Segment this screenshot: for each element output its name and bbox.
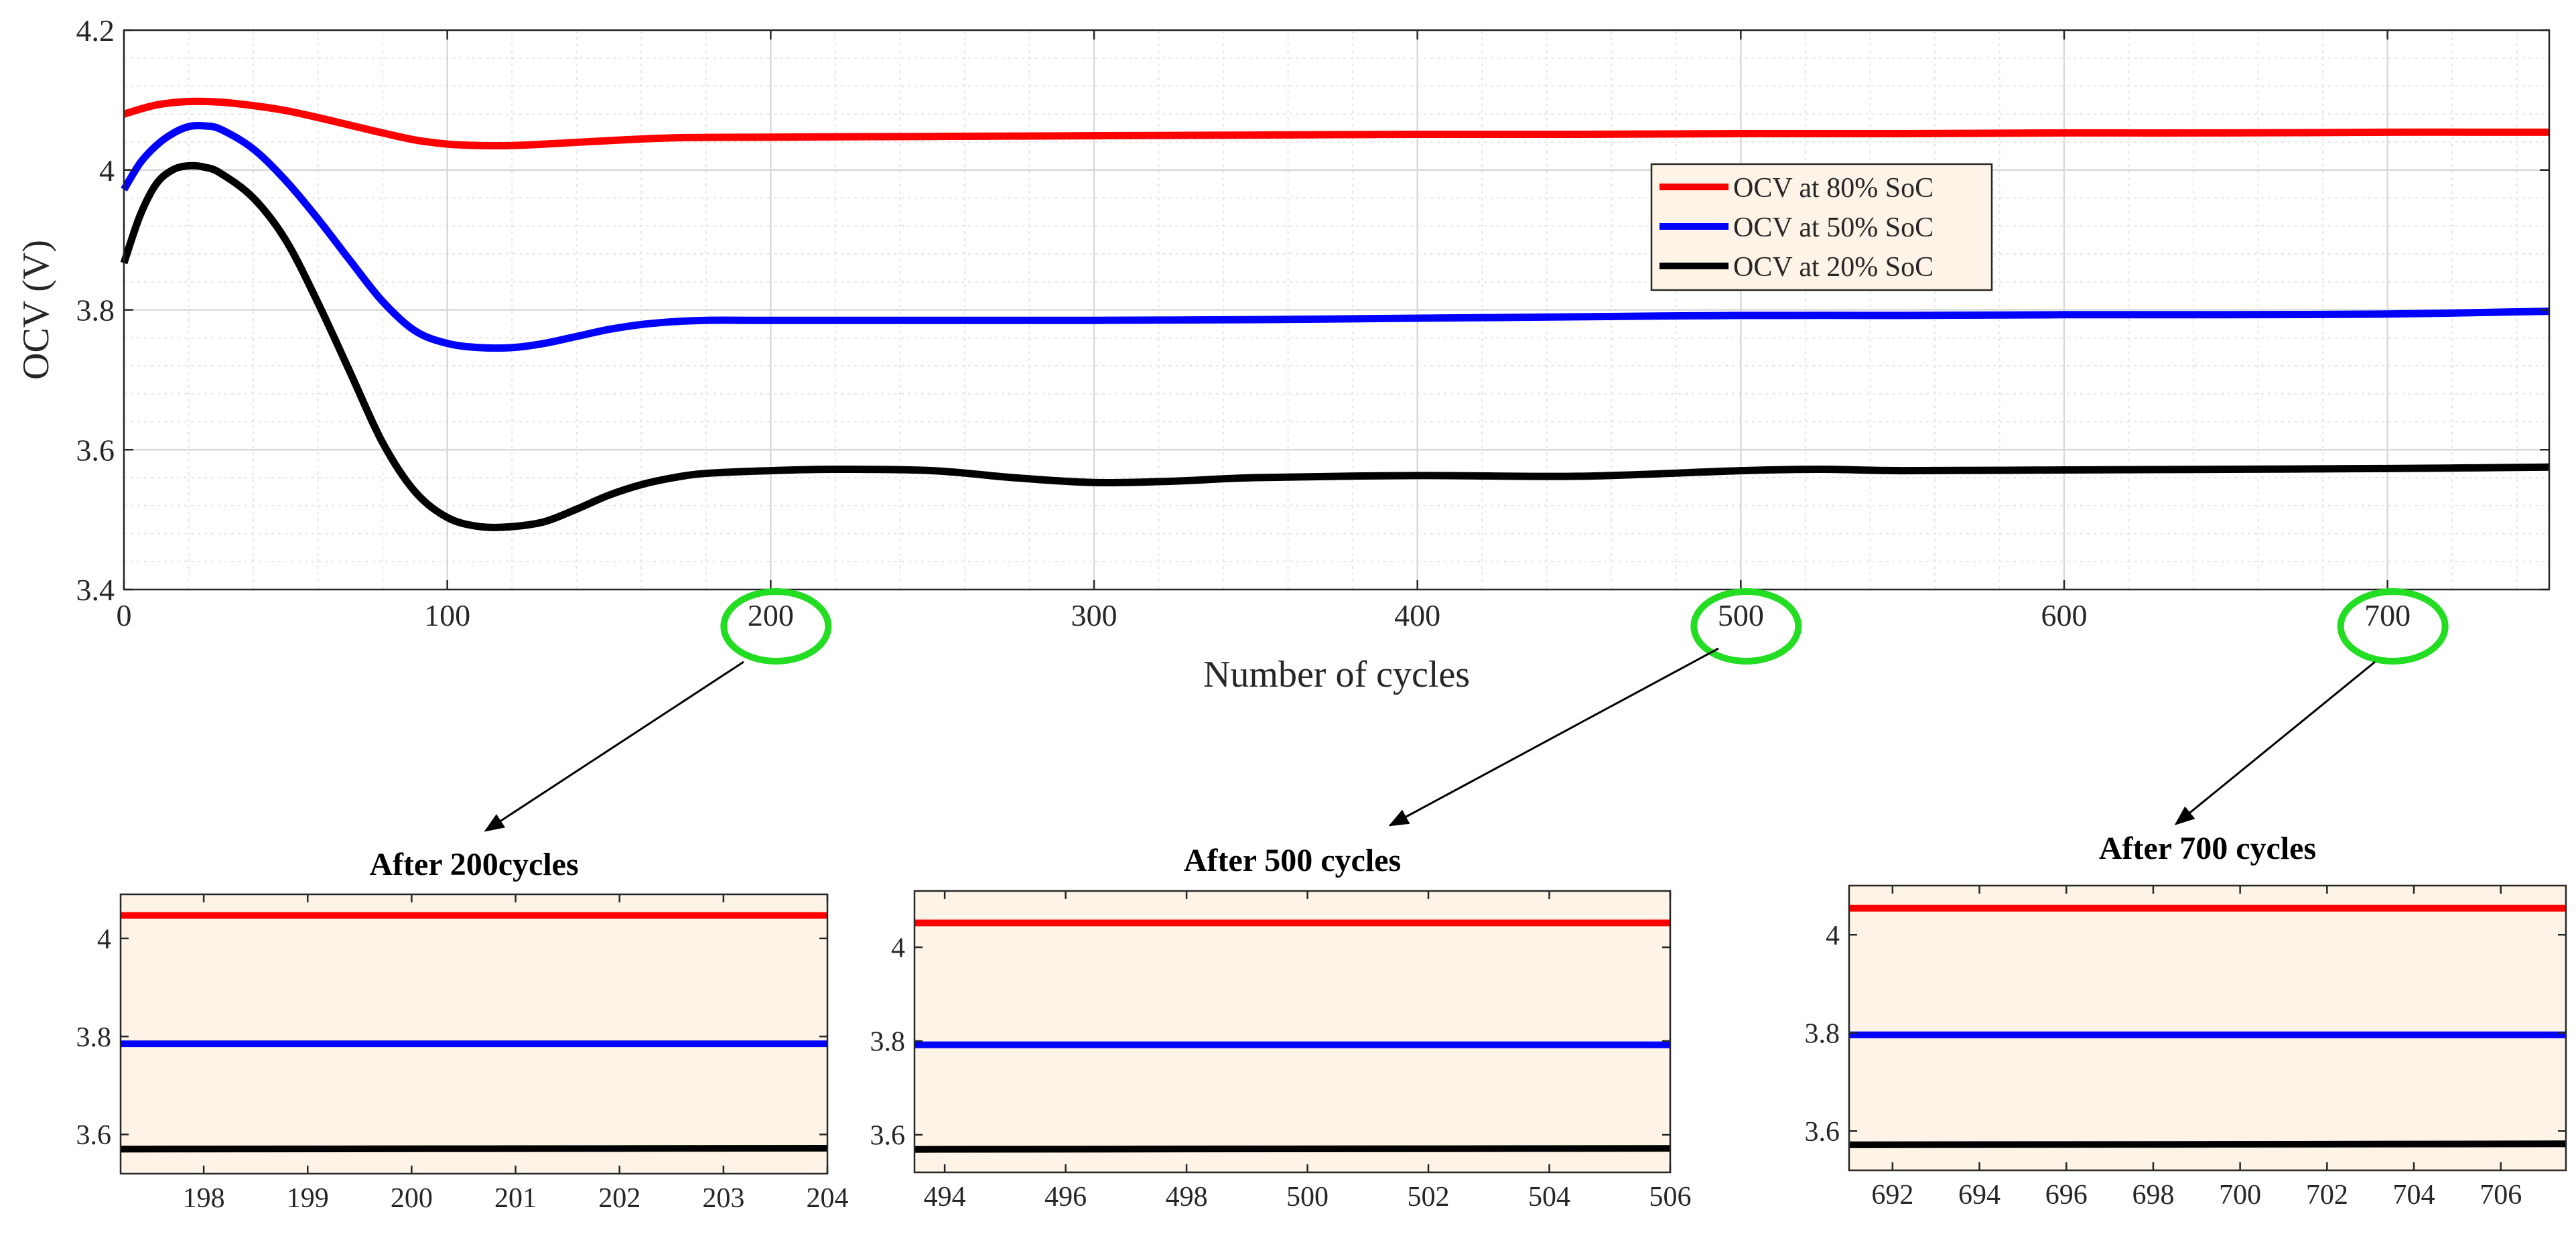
y-tick-label: 4 (99, 153, 115, 188)
x-tick-label: 504 (1528, 1182, 1570, 1213)
x-tick-label: 400 (1394, 598, 1440, 632)
x-tick-label: 502 (1408, 1182, 1450, 1213)
series-line-2 (914, 1145, 1671, 1153)
main-chart: 0 100 200 300 400 500 600 700 3.4 3.6 3.8 4 4.2 Numbe… (15, 13, 2551, 695)
x-tick-label: 700 (2219, 1180, 2261, 1211)
inset-title: After 200cycles (369, 847, 578, 882)
inset-chart-2: 494 496 498 500 502 504 506 3.6 3.8 4 After 500 cy… (870, 843, 1692, 1213)
series-line-2 (120, 1145, 828, 1153)
inset-title: After 700 cycles (2099, 831, 2316, 866)
x-tick-label: 694 (1958, 1180, 2001, 1211)
x-tick-label: 698 (2132, 1180, 2174, 1211)
y-axis-label: OCV (V) (15, 240, 57, 380)
y-tick-label: 3.8 (76, 1022, 112, 1053)
x-tick-label: 700 (2364, 598, 2411, 632)
y-tick-label: 3.8 (76, 293, 115, 328)
x-tick-label: 100 (424, 598, 470, 632)
x-tick-label: 506 (1649, 1182, 1692, 1213)
highlight-circle-0 (720, 588, 832, 665)
y-tick-label: 4 (97, 924, 111, 955)
x-tick-label: 198 (183, 1183, 225, 1214)
legend-entry-0: OCV at 80% SoC (1733, 173, 1934, 204)
y-tick-label: 4 (891, 933, 905, 964)
axes-frame (119, 893, 829, 1175)
x-tick-label: 201 (494, 1183, 537, 1214)
x-tick-label: 500 (1718, 598, 1764, 632)
x-tick-label: 496 (1044, 1182, 1087, 1213)
y-tick-label: 4 (1826, 920, 1840, 951)
x-tick-label: 200 (391, 1183, 433, 1214)
zoom-arrow-1 (1388, 647, 1719, 827)
y-tick-label: 3.8 (870, 1027, 906, 1058)
y-tick-label: 3.6 (1805, 1117, 1840, 1148)
y-tick-label: 4.2 (76, 13, 115, 48)
inset-chart-3: 692 694 696 698 700 702 704 706 3.6 3.8 4 After 700… (1805, 831, 2567, 1211)
plot-area (914, 891, 1670, 1172)
inset-title: After 500 cycles (1184, 843, 1401, 878)
y-tick-label: 3.8 (1805, 1019, 1840, 1050)
y-tick-label: 3.4 (76, 573, 115, 607)
highlight-circle-2 (2337, 588, 2449, 665)
x-tick-label: 300 (1071, 598, 1117, 632)
y-tick-label: 3.6 (870, 1121, 906, 1152)
series-line-1 (121, 122, 2550, 352)
x-tick-label: 706 (2480, 1180, 2522, 1211)
x-tick-label: 494 (924, 1182, 966, 1213)
legend: OCV at 80% SoC OCV at 50% SoC OCV at 20% S… (1650, 163, 1993, 291)
series-line-2 (120, 161, 2550, 531)
axes-frame (1848, 884, 2567, 1172)
x-axis-label: Number of cycles (1203, 654, 1470, 695)
highlight-circle-1 (1690, 588, 1802, 665)
x-tick-label: 199 (287, 1183, 329, 1214)
x-tick-label: 202 (598, 1183, 640, 1214)
x-tick-label: 704 (2393, 1180, 2435, 1211)
legend-entry-2: OCV at 20% SoC (1733, 252, 1934, 283)
x-tick-label: 200 (748, 598, 794, 632)
y-tick-label: 3.6 (76, 1120, 112, 1151)
x-tick-label: 500 (1286, 1182, 1329, 1213)
x-tick-label: 203 (702, 1183, 744, 1214)
x-tick-label: 498 (1166, 1182, 1208, 1213)
zoom-arrow-2 (2174, 661, 2376, 825)
x-tick-label: 204 (807, 1183, 849, 1214)
plot-area (1849, 886, 2566, 1170)
inset-chart-1: 198 199 200 201 202 203 204 3.6 3.8 4 After 200cyc… (76, 847, 849, 1214)
zoom-arrow-0 (484, 661, 744, 832)
y-tick-label: 3.6 (76, 433, 115, 467)
x-tick-label: 696 (2045, 1180, 2088, 1211)
plot-area (121, 894, 827, 1174)
x-tick-label: 600 (2041, 598, 2088, 632)
x-tick-label: 692 (1871, 1180, 1913, 1211)
legend-entry-1: OCV at 50% SoC (1733, 212, 1934, 243)
series-line-2 (1848, 1140, 2567, 1148)
x-tick-label: 0 (117, 598, 132, 632)
axes-frame (913, 890, 1672, 1174)
series-line-0 (123, 97, 2550, 149)
x-tick-label: 702 (2306, 1180, 2348, 1211)
